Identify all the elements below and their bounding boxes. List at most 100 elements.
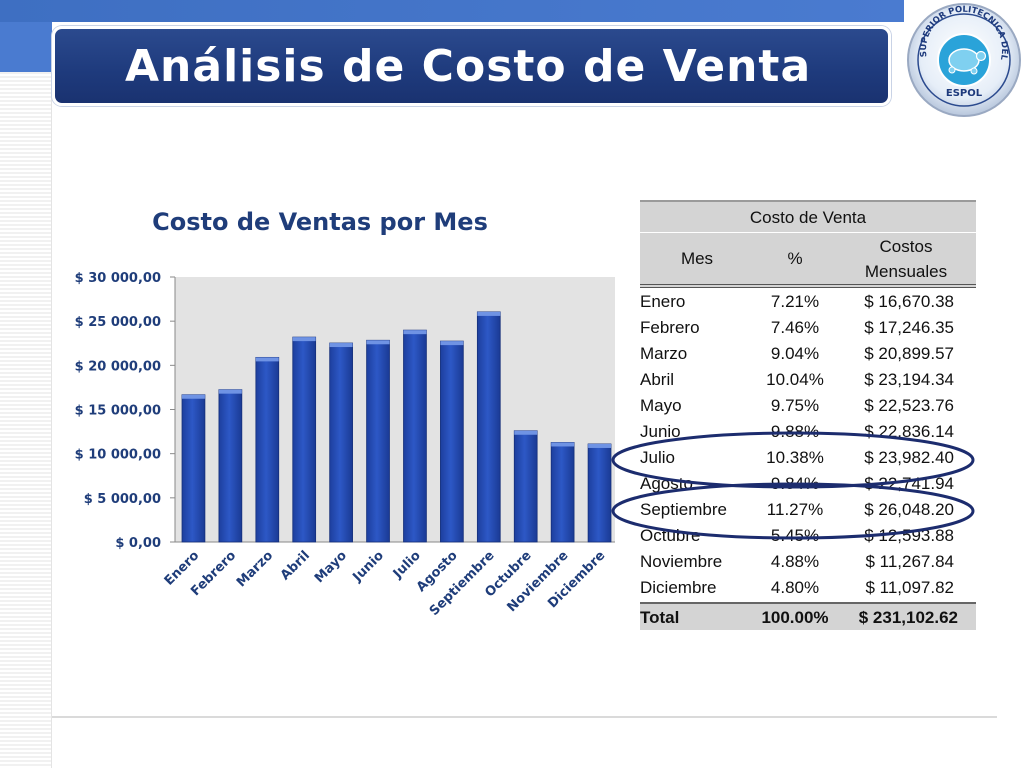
plot-area xyxy=(175,277,615,542)
table-row: Octubre 5.45% $ 12,593.88 xyxy=(640,523,976,549)
bar-top-highlight xyxy=(255,357,279,362)
bar-noviembre xyxy=(550,442,575,543)
bar-top-highlight xyxy=(329,343,353,348)
bar-top-highlight xyxy=(477,311,501,316)
bar-junio xyxy=(366,339,390,543)
row-percent: 9.88% xyxy=(770,422,820,441)
row-cost: $ 22,523.76 xyxy=(864,396,954,415)
row-month: Mayo xyxy=(640,396,682,415)
chart-title: Costo de Ventas por Mes xyxy=(152,208,488,236)
row-month: Marzo xyxy=(640,344,688,363)
row-month: Noviembre xyxy=(640,552,723,571)
row-percent: 10.04% xyxy=(766,370,824,389)
table-row: Julio 10.38% $ 23,982.40 xyxy=(640,445,976,471)
bar-top-highlight xyxy=(588,443,611,448)
highlight-oval-septiembre xyxy=(611,482,975,540)
seal-bottom-text: ESPOL xyxy=(946,88,983,99)
header-costos: Costos Mensuales xyxy=(864,236,948,281)
table-row: Febrero 7.46% $ 17,246.35 xyxy=(640,315,976,341)
row-month: Septiembre xyxy=(640,500,727,519)
row-percent: 10.38% xyxy=(766,448,824,467)
bar-top-highlight xyxy=(366,340,390,345)
row-percent: 4.88% xyxy=(770,552,820,571)
highlight-ovals xyxy=(611,431,975,540)
page-title: Análisis de Costo de Venta xyxy=(125,41,812,92)
row-cost: $ 12,593.88 xyxy=(864,526,954,545)
bar-top-highlight xyxy=(182,394,205,399)
row-percent: 7.21% xyxy=(770,292,820,311)
row-month: Enero xyxy=(640,292,686,311)
bar-top-highlight xyxy=(292,337,316,342)
bar-mayo xyxy=(329,342,353,543)
table-row: Diciembre 4.80% $ 11,097.82 xyxy=(640,575,976,601)
table-row: Noviembre 4.88% $ 11,267.84 xyxy=(640,549,976,575)
bar-top-highlight xyxy=(514,430,538,435)
bar-septiembre xyxy=(476,311,501,543)
table-header-row: Mes % Costos Mensuales xyxy=(640,232,976,288)
cost-table: Costo de Venta Mes % Costos Mensuales En… xyxy=(640,200,976,630)
y-tick-label: $ 30 000,00 xyxy=(75,271,161,286)
x-tick-label: Marzo xyxy=(234,548,276,590)
row-month: Febrero xyxy=(640,318,700,337)
table-row: Junio 9.88% $ 22,836.14 xyxy=(640,419,976,445)
row-cost: $ 23,194.34 xyxy=(864,370,954,389)
row-percent: 4.80% xyxy=(770,578,820,597)
y-tick-label: $ 25 000,00 xyxy=(75,315,161,330)
y-tick-label: $ 15 000,00 xyxy=(75,404,161,419)
y-tick-label: $ 20 000,00 xyxy=(75,359,161,374)
row-cost: $ 20,899.57 xyxy=(864,344,954,363)
table-title: Costo de Venta xyxy=(640,200,976,232)
row-percent: 9.04% xyxy=(770,344,820,363)
row-percent: 9.75% xyxy=(770,396,820,415)
x-tick-label: Septiembre xyxy=(427,548,498,619)
bar-abril xyxy=(292,336,317,543)
left-decorative-stripes xyxy=(0,0,52,768)
row-percent: 7.46% xyxy=(770,318,820,337)
bar-diciembre xyxy=(587,443,612,543)
x-tick-label: Junio xyxy=(350,548,387,585)
bar-top-highlight xyxy=(403,330,427,335)
seal-icon: ESCUELA SUPERIOR POLITECNICA DEL LITORAL… xyxy=(900,0,1021,117)
row-cost: $ 17,246.35 xyxy=(864,318,954,337)
table-row: Marzo 9.04% $ 20,899.57 xyxy=(640,341,976,367)
row-cost: $ 26,048.20 xyxy=(864,500,954,519)
total-percent: 100.00% xyxy=(761,608,829,627)
bar-top-highlight xyxy=(440,341,464,346)
row-percent: 11.27% xyxy=(766,500,824,519)
espol-logo: ESCUELA SUPERIOR POLITECNICA DEL LITORAL… xyxy=(900,0,1024,120)
bar-top-highlight xyxy=(551,442,575,447)
row-month: Julio xyxy=(640,448,675,467)
bar-octubre xyxy=(513,430,538,543)
row-cost: $ 23,982.40 xyxy=(864,448,954,467)
y-tick-label: $ 0,00 xyxy=(115,536,161,551)
row-cost: $ 11,097.82 xyxy=(865,578,954,597)
table-row: Abril 10.04% $ 23,194.34 xyxy=(640,367,976,393)
table-row: Enero 7.21% $ 16,670.38 xyxy=(640,289,976,315)
bar-chart: $ 0,00 $ 5 000,00 $ 10 000,00 $ 15 000,00 $ … xyxy=(75,271,615,619)
header-mes: Mes xyxy=(680,249,714,268)
row-month: Junio xyxy=(640,422,681,441)
bar-julio xyxy=(403,329,427,543)
row-percent: 5.45% xyxy=(770,526,820,545)
bar-agosto xyxy=(440,340,464,543)
row-month: Diciembre xyxy=(640,578,717,597)
table-row: Septiembre 11.27% $ 26,048.20 xyxy=(640,497,976,523)
row-month: Abril xyxy=(640,370,675,389)
row-cost: $ 11,267.84 xyxy=(865,552,954,571)
table-body: Enero 7.21% $ 16,670.38 Febrero 7.46% $ 17,24… xyxy=(640,288,976,601)
table-total-row: Total 100.00% $ 231,102.62 xyxy=(640,602,976,630)
x-tick-label: Mayo xyxy=(312,548,350,586)
top-accent-band xyxy=(0,0,904,22)
y-tick-label: $ 10 000,00 xyxy=(75,448,161,463)
y-tick-label: $ 5 000,00 xyxy=(84,492,161,507)
table-row: Mayo 9.75% $ 22,523.76 xyxy=(640,393,976,419)
highlight-oval-julio xyxy=(611,431,975,489)
x-tick-label: Julio xyxy=(390,548,424,582)
bar-febrero xyxy=(218,389,243,543)
row-month: Agosto xyxy=(640,474,693,493)
bar-marzo xyxy=(255,356,280,543)
total-cost: $ 231,102.62 xyxy=(858,608,958,627)
bottom-divider xyxy=(52,716,997,718)
header-percent: % xyxy=(787,249,803,268)
bar-enero xyxy=(181,394,206,543)
